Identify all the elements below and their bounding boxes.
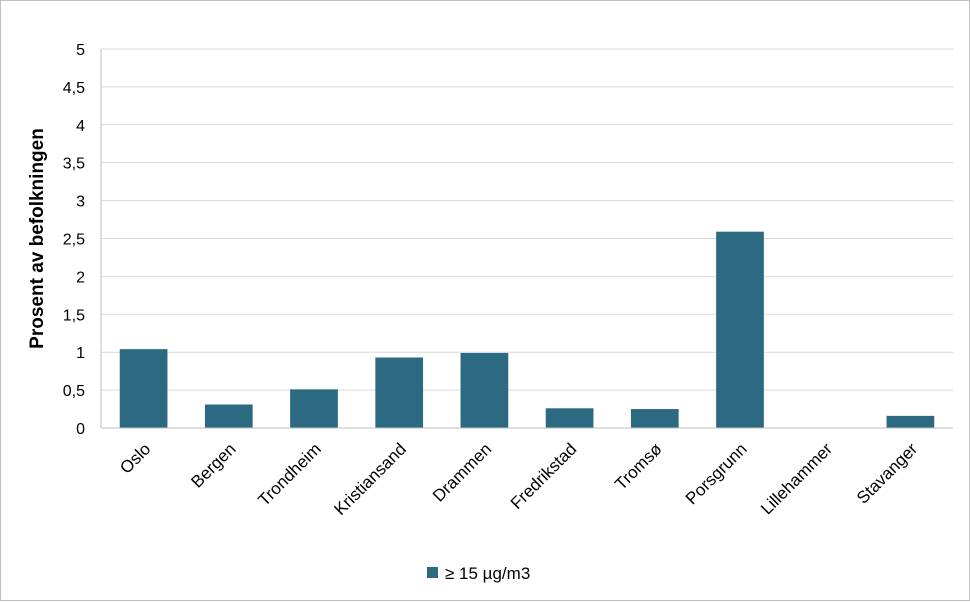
y-tick-label: 1,5 bbox=[63, 307, 85, 324]
y-tick-label: 1 bbox=[76, 345, 85, 362]
x-category-label: Lillehammer bbox=[757, 439, 836, 518]
bar bbox=[630, 409, 679, 428]
bar bbox=[886, 415, 935, 428]
y-tick-label: 4 bbox=[76, 118, 85, 135]
x-category-label: Tromsø bbox=[611, 439, 665, 493]
legend-swatch bbox=[427, 567, 438, 578]
bar bbox=[119, 349, 168, 428]
bar bbox=[204, 404, 253, 428]
bars bbox=[119, 231, 935, 428]
x-category-label: Kristiansand bbox=[330, 439, 410, 519]
x-category-label: Oslo bbox=[116, 439, 154, 477]
x-category-label: Drammen bbox=[429, 439, 495, 505]
y-axis-ticks: 0 0,5 1 1,5 2 2,5 3 3,5 4 4,5 5 bbox=[63, 42, 85, 438]
y-tick-label: 2 bbox=[76, 269, 85, 286]
y-tick-label: 3,5 bbox=[63, 156, 85, 173]
bar bbox=[716, 231, 764, 428]
y-tick-label: 2,5 bbox=[63, 232, 85, 249]
legend-label: ≥ 15 µg/m3 bbox=[445, 564, 530, 583]
bar bbox=[460, 352, 509, 428]
gridlines bbox=[101, 48, 953, 391]
bar bbox=[545, 408, 594, 428]
y-tick-label: 5 bbox=[76, 42, 85, 59]
bar bbox=[375, 357, 424, 428]
y-axis-label: Prosent av befolkningen bbox=[27, 128, 48, 349]
y-tick-label: 0,5 bbox=[63, 383, 85, 400]
x-category-label: Trondheim bbox=[254, 439, 324, 509]
y-tick-label: 3 bbox=[76, 194, 85, 211]
x-category-label: Stavanger bbox=[853, 439, 921, 507]
y-tick-label: 0 bbox=[76, 421, 85, 438]
legend: ≥ 15 µg/m3 bbox=[427, 564, 530, 583]
bar bbox=[290, 389, 338, 428]
x-category-label: Porsgrunn bbox=[682, 439, 751, 508]
x-category-label: Fredrikstad bbox=[507, 439, 581, 513]
x-category-label: Bergen bbox=[187, 439, 239, 491]
x-axis-categories: Oslo Bergen Trondheim Kristiansand Drammen Fr… bbox=[116, 439, 921, 519]
y-tick-label: 4,5 bbox=[63, 80, 85, 97]
